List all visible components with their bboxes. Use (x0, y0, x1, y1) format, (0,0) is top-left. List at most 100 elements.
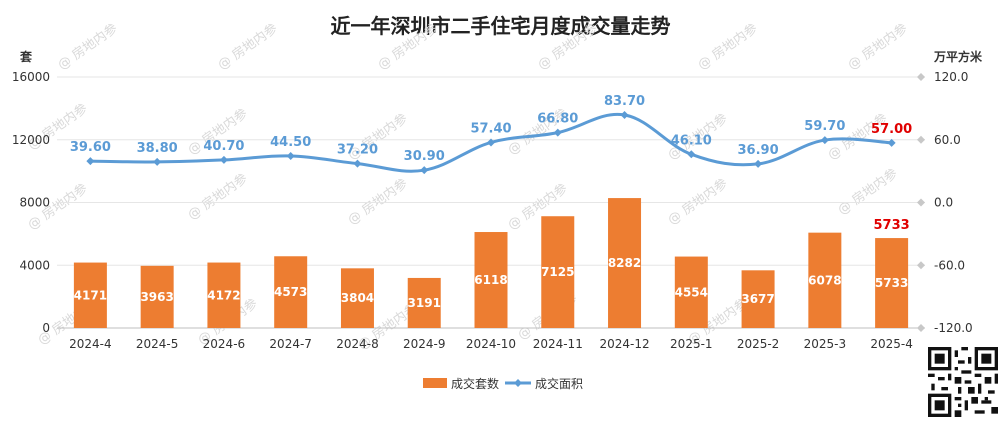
y-left-tick-label: 12000 (12, 133, 50, 147)
area-value-label: 57.00 (871, 122, 912, 137)
y-left-tick-label: 8000 (19, 196, 50, 210)
x-tick-label: 2025-2 (737, 337, 780, 351)
watermark: @ 房地内参 (55, 20, 121, 73)
legend-swatch-bar (423, 378, 447, 388)
legend-label-bar: 成交套数 (451, 376, 499, 391)
bar (73, 262, 107, 328)
area-value-label: 30.90 (404, 149, 445, 164)
y-left-tick-label: 16000 (12, 70, 50, 84)
y-right-tick-label: 0.0 (934, 196, 953, 210)
x-tick-label: 2024-5 (136, 337, 179, 351)
watermark: @ 房地内参 (345, 175, 411, 228)
area-point (286, 151, 295, 160)
y-right-tick-label: 120.0 (934, 70, 968, 84)
area-point (887, 138, 896, 147)
area-value-label: 83.70 (604, 94, 645, 109)
area-value-label: 57.40 (470, 121, 511, 136)
watermark: @ 房地内参 (665, 175, 731, 228)
bar-value-label: 6078 (808, 273, 841, 287)
bar (407, 277, 441, 328)
x-tick-label: 2024-10 (466, 337, 516, 351)
bar (340, 268, 374, 328)
area-point (620, 110, 629, 119)
bar (474, 232, 508, 328)
bar (207, 262, 241, 328)
area-value-label: 44.50 (270, 135, 311, 150)
area-value-label: 37.20 (337, 143, 378, 158)
y-right-tick-marker (917, 73, 925, 81)
x-tick-label: 2024-9 (403, 337, 446, 351)
bar-value-label: 5733 (875, 276, 908, 290)
y-right-tick-label: 60.0 (934, 133, 961, 147)
watermark: @ 房地内参 (185, 170, 251, 223)
bar (608, 198, 642, 328)
bar-value-label: 3191 (408, 296, 441, 310)
left-axis-unit: 套 (20, 50, 33, 64)
right-axis-unit: 万平方米 (934, 50, 983, 64)
area-value-label: 40.70 (203, 139, 244, 154)
x-tick-label: 2024-7 (269, 337, 312, 351)
area-point (553, 128, 562, 137)
area-point (219, 155, 228, 164)
y-left-tick-label: 4000 (19, 258, 50, 272)
bar (140, 265, 174, 328)
area-point (86, 157, 95, 166)
bar-value-label: 3804 (341, 291, 374, 305)
area-point (487, 138, 495, 147)
bar-value-label: 3963 (140, 290, 173, 304)
y-right-tick-marker (917, 324, 925, 332)
area-point (353, 159, 362, 168)
watermark: @ 房地内参 (695, 20, 761, 73)
y-left-tick-label: 0 (42, 321, 50, 335)
x-tick-label: 2024-12 (599, 337, 649, 351)
watermark: @ 房地内参 (835, 165, 901, 218)
bar (541, 216, 575, 328)
y-right-tick-label: -120.0 (934, 321, 973, 335)
watermark: @ 房地内参 (535, 20, 601, 73)
x-tick-label: 2025-1 (670, 337, 713, 351)
watermark: @ 房地内参 (375, 20, 441, 73)
area-value-label: 59.70 (804, 119, 845, 134)
area-value-label: 46.10 (671, 133, 712, 148)
x-tick-label: 2024-4 (69, 337, 112, 351)
bar (741, 270, 775, 328)
bar-value-label: 7125 (541, 265, 574, 279)
area-point (153, 157, 162, 166)
bar-value-label: 3677 (741, 292, 774, 306)
bar-value-label: 4171 (74, 288, 107, 302)
watermark: @ 房地内参 (215, 20, 281, 73)
bar (674, 256, 708, 328)
y-right-tick-marker (917, 198, 925, 207)
bar-value-label: 8282 (608, 256, 641, 270)
watermark: @ 房地内参 (845, 20, 911, 73)
x-tick-label: 2025-3 (804, 337, 847, 351)
x-tick-label: 2025-4 (870, 337, 913, 351)
area-value-label: 39.60 (70, 140, 111, 155)
y-right-tick-label: -60.0 (934, 258, 965, 272)
qr-code-icon (928, 347, 998, 417)
area-value-label: 66.80 (537, 112, 578, 127)
area-value-label: 36.90 (738, 143, 779, 158)
area-point (687, 150, 696, 159)
bar-highlight-label: 5733 (874, 218, 910, 233)
area-value-label: 38.80 (137, 141, 178, 156)
bar-value-label: 4554 (675, 285, 708, 299)
bar (875, 238, 909, 328)
area-point (820, 136, 829, 145)
area-point (754, 159, 763, 168)
legend-label-line: 成交面积 (535, 376, 583, 391)
area-point (420, 166, 429, 175)
y-right-tick-marker (917, 261, 925, 270)
bar (808, 232, 842, 328)
legend-swatch-marker (514, 379, 522, 387)
x-tick-label: 2024-11 (533, 337, 583, 351)
chart-title: 近一年深圳市二手住宅月度成交量走势 (330, 14, 671, 38)
y-right-tick-marker (917, 135, 925, 144)
bar-value-label: 4172 (207, 288, 240, 302)
bar-value-label: 6118 (474, 273, 507, 287)
bar-value-label: 4573 (274, 285, 307, 299)
bar (274, 256, 308, 328)
x-tick-label: 2024-8 (336, 337, 379, 351)
x-tick-label: 2024-6 (203, 337, 246, 351)
